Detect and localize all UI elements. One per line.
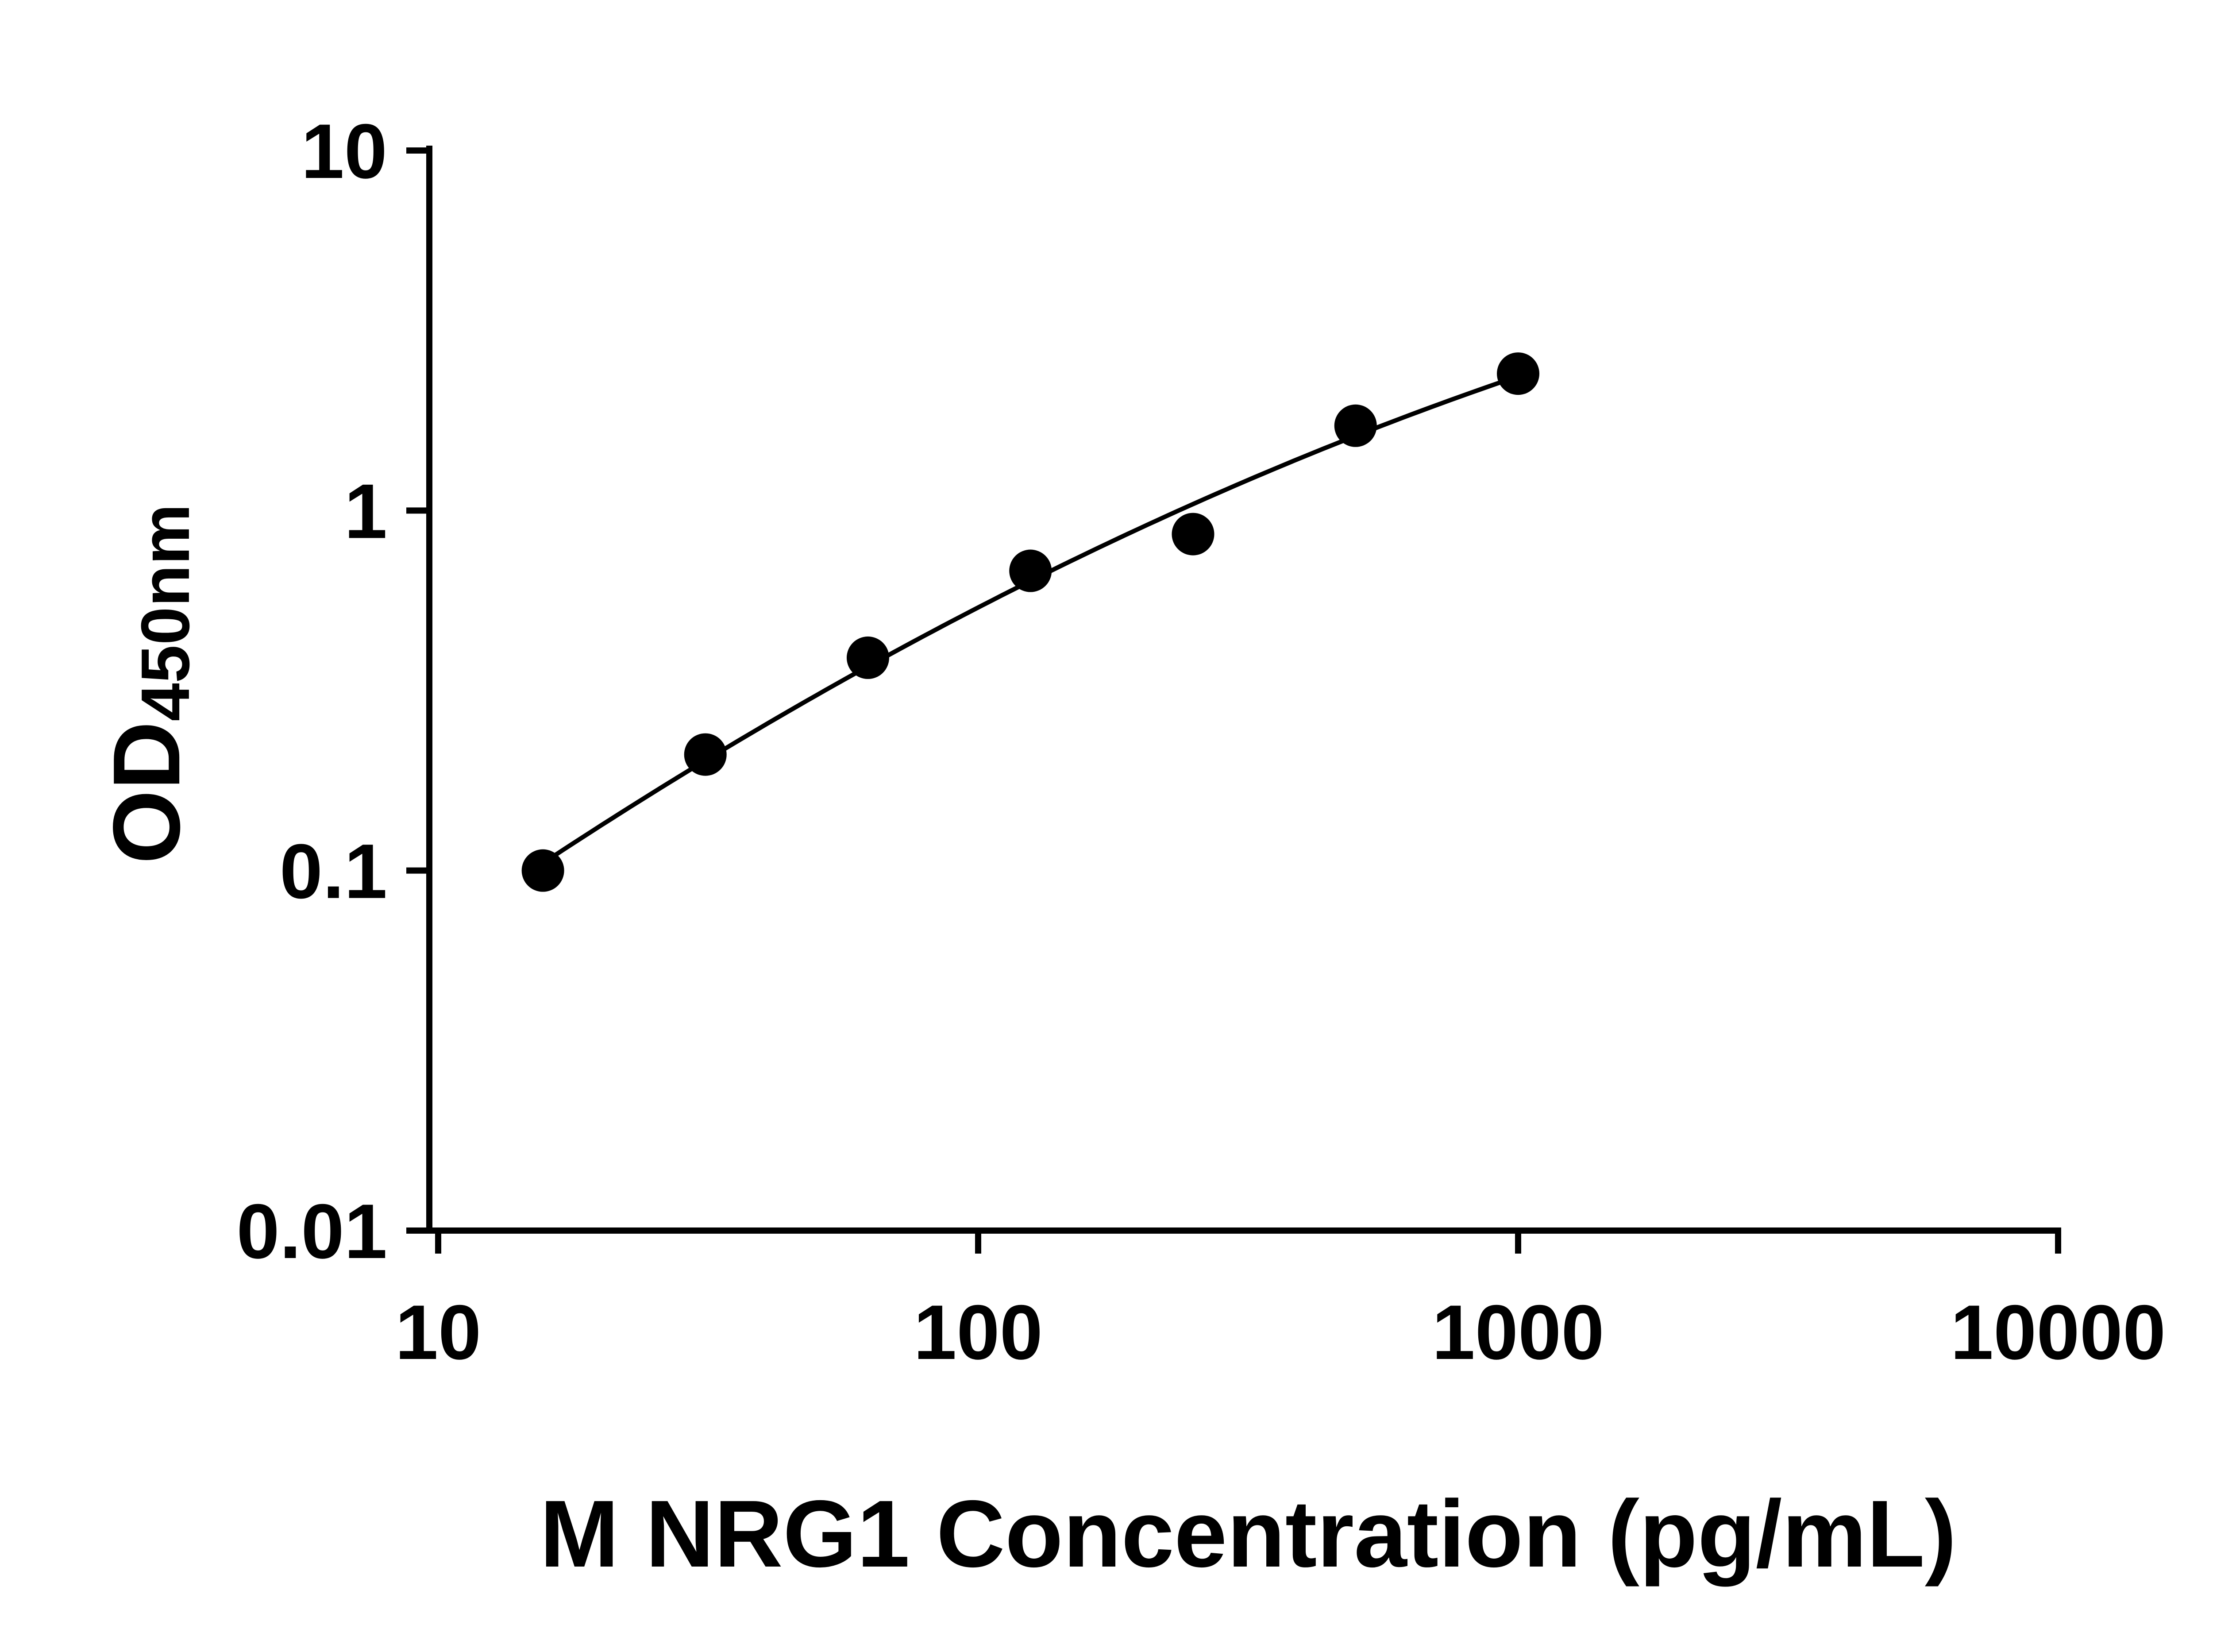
data-point bbox=[1172, 513, 1214, 556]
data-point bbox=[684, 733, 727, 776]
x-axis-title: M NRG1 Concentration (pg/mL) bbox=[540, 1480, 1957, 1587]
data-point bbox=[1009, 549, 1052, 592]
data-point bbox=[521, 849, 564, 892]
x-tick-label: 1000 bbox=[1432, 1289, 1604, 1376]
y-tick-label: 10 bbox=[301, 108, 387, 195]
y-axis-title-text: OD bbox=[93, 721, 200, 864]
data-point bbox=[846, 636, 889, 679]
y-tick-label: 1 bbox=[344, 468, 387, 555]
axes bbox=[426, 146, 2061, 1234]
y-tick-label: 0.01 bbox=[236, 1189, 387, 1275]
fit-curve bbox=[541, 374, 1519, 865]
x-tick-label: 100 bbox=[914, 1289, 1043, 1376]
y-tick-label: 0.1 bbox=[280, 829, 387, 915]
x-tick-label: 10000 bbox=[1951, 1289, 2166, 1376]
data-point bbox=[1334, 404, 1377, 447]
data-point bbox=[1497, 352, 1539, 395]
y-axis-title: OD450nm bbox=[92, 504, 205, 864]
y-axis-title-subscript: 450nm bbox=[127, 504, 204, 722]
x-tick-label: 10 bbox=[395, 1289, 482, 1376]
